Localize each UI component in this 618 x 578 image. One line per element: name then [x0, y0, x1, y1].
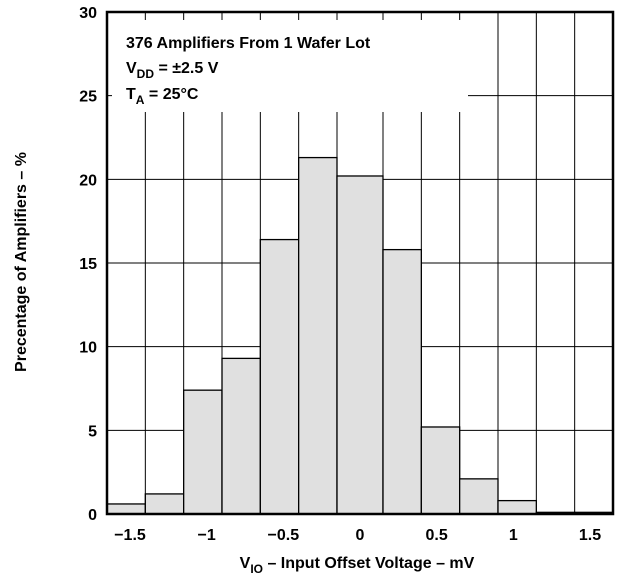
histogram-bar-0 — [106, 503, 146, 515]
y-tick-label-3: 15 — [79, 256, 97, 273]
annotation-backdrop — [112, 20, 468, 112]
histogram-bar-3 — [221, 357, 261, 515]
histogram-bar-2 — [183, 389, 223, 515]
x-tick-label-5: 1 — [509, 527, 518, 544]
histogram-bar-4 — [259, 238, 300, 515]
histogram-bar-8 — [420, 426, 461, 515]
y-tick-label-1: 5 — [88, 423, 97, 440]
y-tick-label-2: 10 — [79, 340, 97, 357]
y-tick-label-5: 25 — [79, 89, 97, 106]
x-tick-label-4: 0.5 — [426, 527, 448, 544]
y-axis-title: Precentage of Amplifiers – % — [13, 152, 30, 372]
y-tick-label-0: 0 — [88, 507, 97, 524]
x-tick-label-3: 0 — [356, 527, 365, 544]
x-tick-label-2: −0.5 — [268, 527, 300, 544]
y-tick-label-4: 20 — [79, 172, 97, 189]
histogram-bar-5 — [298, 156, 338, 515]
annotation-line-3: TA = 25°C — [126, 86, 199, 107]
annotation-line-2: VDD = ±2.5 V — [126, 60, 219, 81]
histogram-bars — [106, 156, 614, 515]
annotation-line-1: 376 Amplifiers From 1 Wafer Lot — [126, 35, 371, 52]
x-axis-title: VIO – Input Offset Voltage – mV — [240, 555, 475, 576]
histogram-bar-7 — [382, 248, 422, 515]
histogram-bar-9 — [459, 478, 499, 515]
y-tick-label-6: 30 — [79, 5, 97, 22]
histogram-bar-6 — [336, 175, 384, 515]
x-tick-label-0: −1.5 — [114, 527, 146, 544]
x-tick-label-1: −1 — [198, 527, 216, 544]
x-tick-labels: −1.5 −1 −0.5 0 0.5 1 1.5 — [114, 527, 601, 544]
x-tick-label-6: 1.5 — [579, 527, 601, 544]
histogram-bar-1 — [144, 493, 185, 515]
plot-frame — [105, 10, 615, 516]
histogram-bar-10 — [497, 499, 537, 515]
y-tick-labels: 0 5 10 15 20 25 30 — [79, 5, 97, 524]
